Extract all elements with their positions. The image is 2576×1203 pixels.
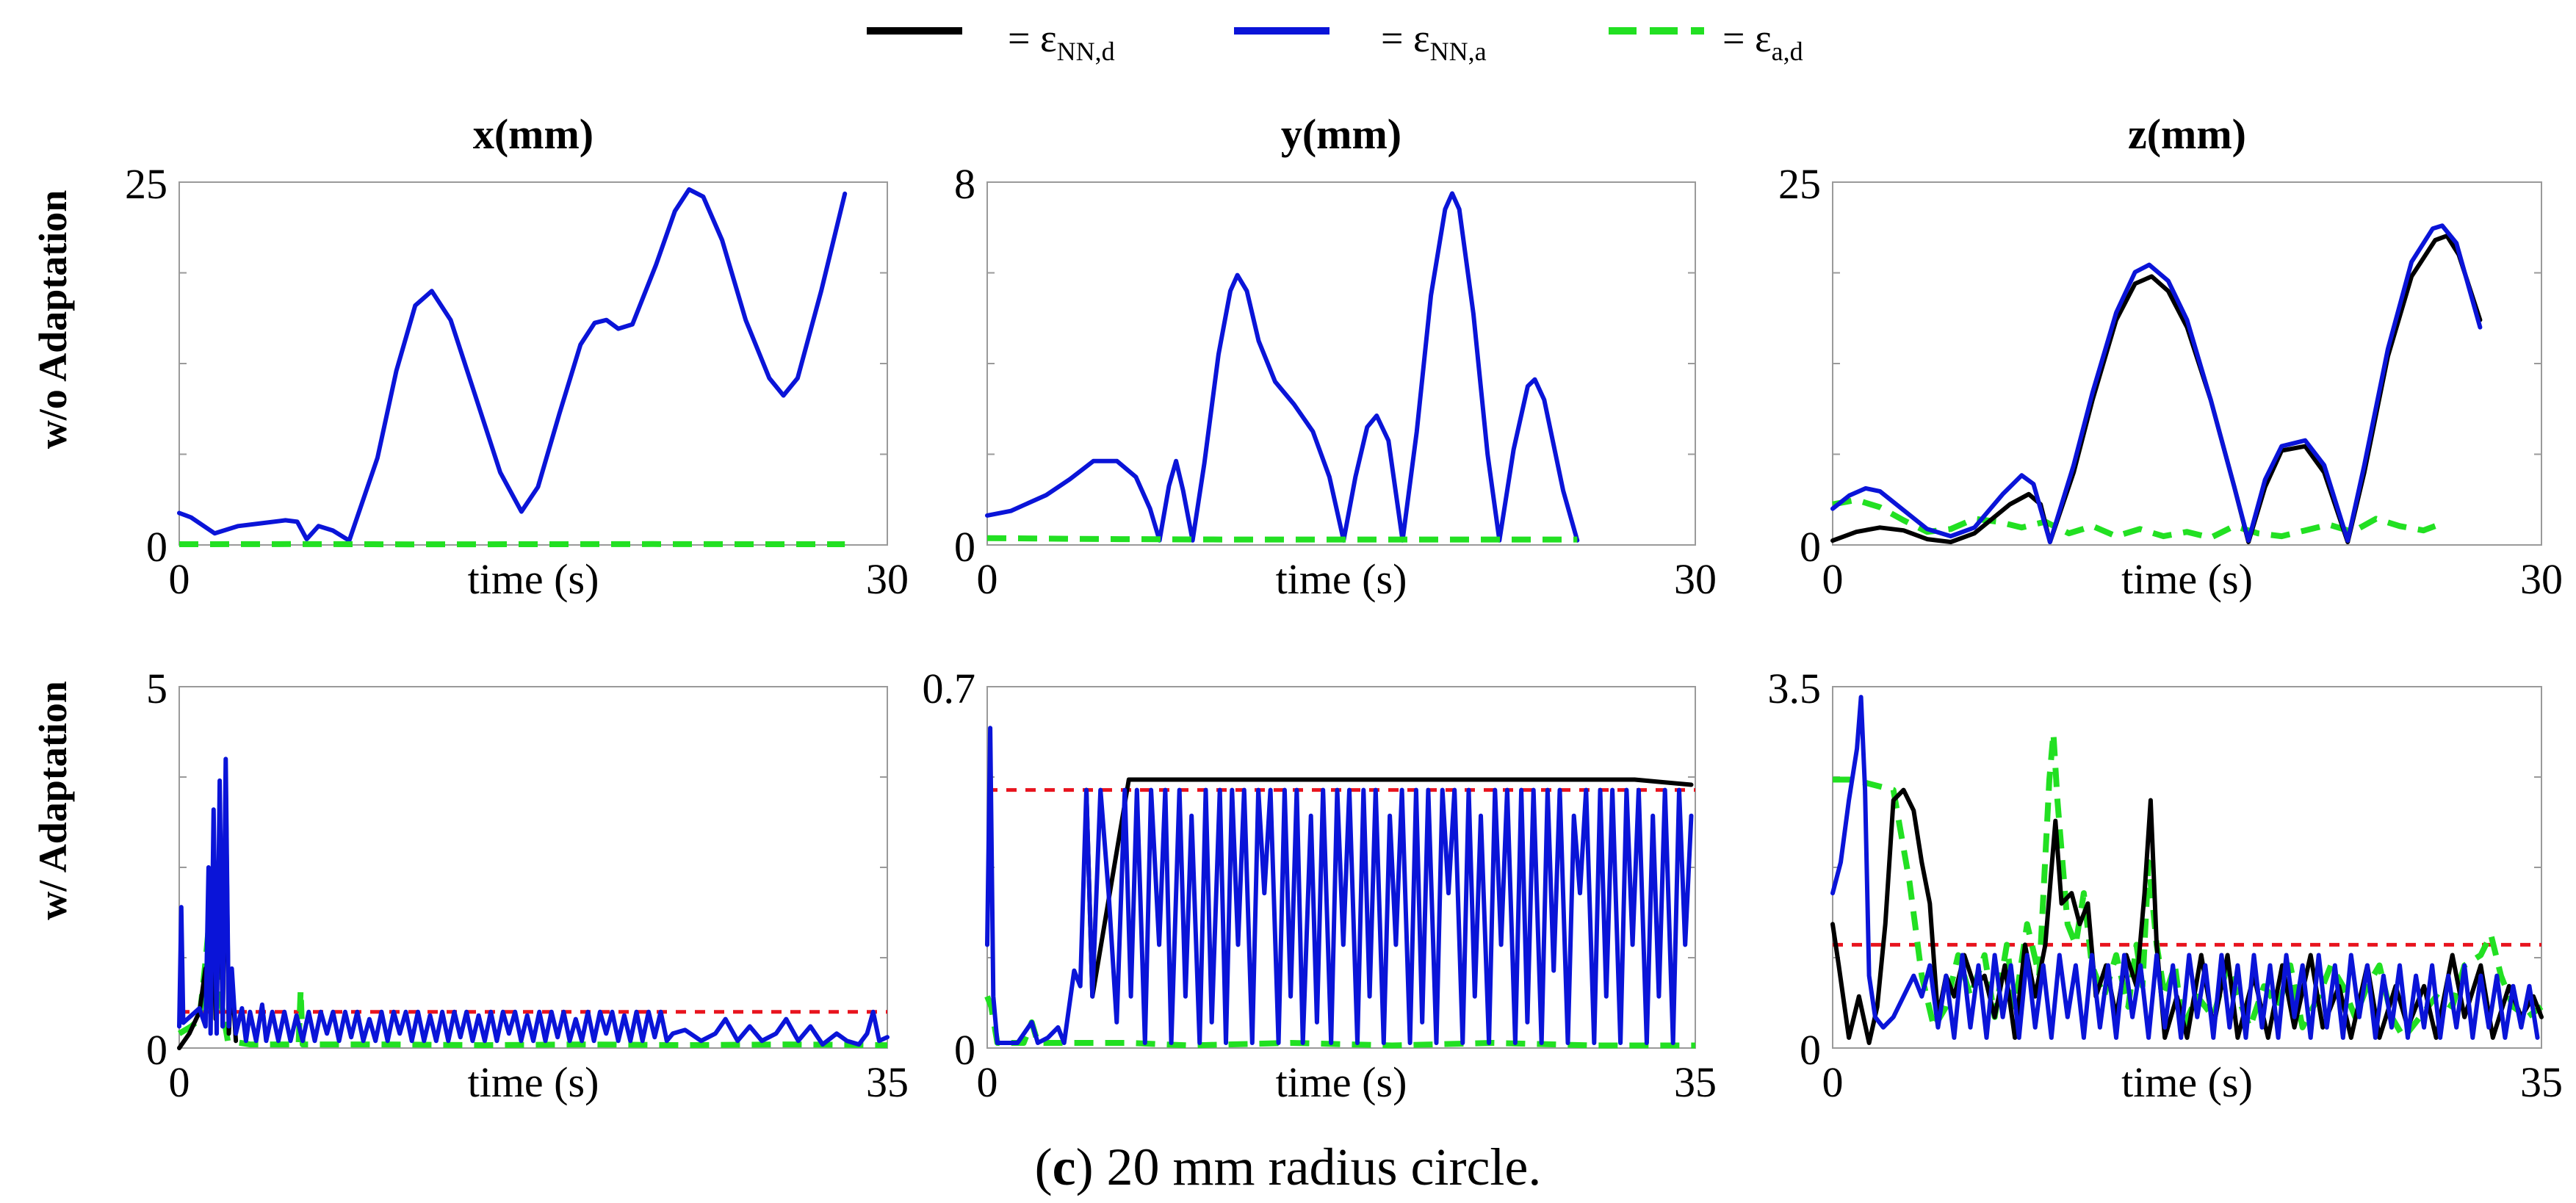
series-line-nn-a: [177, 756, 890, 1047]
x-tick-label: 0: [169, 555, 190, 603]
x-axis-label: time (s): [1276, 555, 1407, 603]
legend: = εNN,d = εNN,a = εa,d: [867, 16, 1803, 66]
y-tick-label: 5: [146, 665, 167, 712]
panel-bottom-x: 0 5 0 35 time (s): [146, 665, 909, 1106]
y-tick-label: 0: [146, 1026, 167, 1074]
y-tick-label: 25: [125, 160, 167, 208]
caption-text: 20 mm radius circle.: [1106, 1138, 1542, 1196]
legend-label-nn-d: = εNN,d: [1008, 16, 1115, 66]
x-tick-label: 0: [169, 1058, 190, 1106]
series-line-nn-a: [1830, 223, 2483, 544]
x-axis-label: time (s): [468, 1058, 599, 1106]
x-axis-label: time (s): [2121, 1058, 2253, 1106]
axes-frame: [1832, 181, 2542, 546]
panel-title: x(mm): [473, 110, 594, 158]
series-line-nn-a: [985, 191, 1580, 543]
series-line-a-d: [986, 535, 1578, 543]
series-line-nn-a: [177, 187, 848, 543]
y-tick-label: 0: [954, 1026, 975, 1074]
axes-frame: [178, 686, 888, 1049]
y-tick-label: 25: [1778, 160, 1821, 208]
x-tick-label: 30: [1674, 555, 1717, 603]
figure-caption: (c) 20 mm radius circle.: [1034, 1138, 1542, 1196]
y-tick-label: 0: [146, 523, 167, 571]
series-line-nn-d: [1084, 777, 1694, 999]
series-line-a-d: [177, 908, 888, 1049]
series-line-nn-a: [1830, 695, 2540, 1040]
y-tick-label: 0.7: [923, 665, 976, 712]
row-label-with-adaptation: w/ Adaptation: [31, 681, 75, 920]
x-axis-label: time (s): [1276, 1058, 1407, 1106]
legend-label-nn-a: = εNN,a: [1381, 16, 1487, 66]
x-tick-label: 35: [1674, 1058, 1717, 1106]
x-tick-label: 0: [977, 555, 998, 603]
x-tick-label: 35: [2520, 1058, 2563, 1106]
x-axis-label: time (s): [2121, 555, 2253, 603]
x-tick-label: 0: [977, 1058, 998, 1106]
panel-top-z: z(mm) 0 25 0 30 time (s): [1778, 110, 2563, 603]
x-tick-label: 30: [866, 555, 909, 603]
series-line-a-d: [984, 995, 1695, 1049]
x-tick-label: 0: [1822, 555, 1844, 603]
x-tick-label: 0: [1822, 1058, 1844, 1106]
y-tick-label: 8: [954, 160, 975, 208]
series-line-nn-d: [1830, 234, 2483, 544]
y-tick-label: 0: [1800, 523, 1821, 571]
row-label-without-adaptation: w/o Adaptation: [31, 190, 75, 449]
legend-label-a-d: = εa,d: [1722, 16, 1803, 66]
panel-bottom-y: 0 0.7 0 35 time (s): [923, 665, 1717, 1106]
y-tick-label: 3.5: [1768, 665, 1822, 712]
panel-bottom-z: 0 3.5 0 35 time (s): [1768, 665, 2564, 1106]
panel-top-y: y(mm) 0 8 0 30 time (s): [954, 110, 1717, 603]
caption-letter: c: [1052, 1138, 1076, 1196]
x-tick-label: 30: [2520, 555, 2563, 603]
x-tick-label: 35: [866, 1058, 909, 1106]
series-line-nn-a: [985, 726, 1694, 1045]
axes-frame: [986, 181, 1696, 546]
y-tick-label: 0: [1800, 1026, 1821, 1074]
x-axis-label: time (s): [468, 555, 599, 603]
panel-top-x: x(mm) 0 25 0 30 time (s): [125, 110, 909, 603]
panel-title: y(mm): [1281, 110, 1401, 158]
panel-title: z(mm): [2128, 110, 2246, 158]
y-tick-label: 0: [954, 523, 975, 571]
